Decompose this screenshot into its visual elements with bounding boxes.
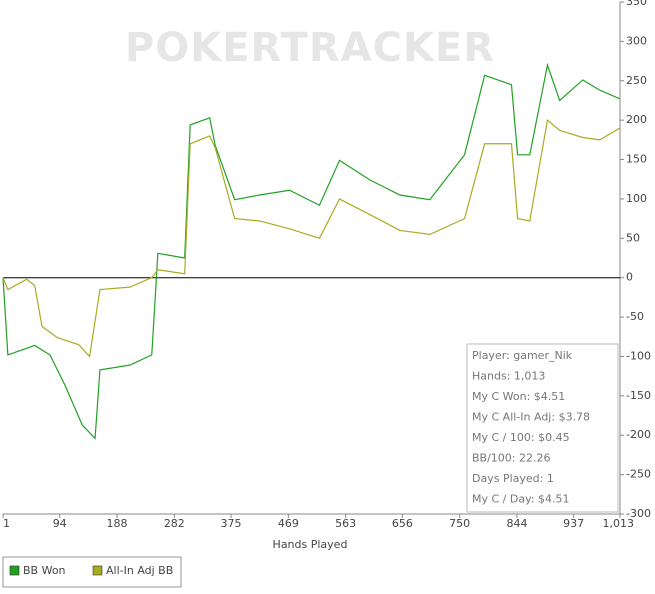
x-tick-label: 188 (107, 517, 128, 530)
x-tick-label: 282 (164, 517, 185, 530)
info-text: My C Won: $4.51 (472, 390, 565, 403)
y-tick-label: 350 (626, 0, 647, 8)
y-tick-label: 150 (626, 153, 647, 166)
x-tick-label: 1,013 (603, 517, 635, 530)
x-tick-label: 1 (3, 517, 10, 530)
y-tick-label: 250 (626, 74, 647, 87)
y-tick-label: -200 (626, 428, 651, 441)
x-tick-label: 937 (563, 517, 584, 530)
legend-swatch (9, 565, 20, 576)
x-tick-label: 656 (392, 517, 413, 530)
info-text: My C All-In Adj: $3.78 (472, 411, 590, 424)
y-tick-label: 300 (626, 34, 647, 47)
info-text: Hands: 1,013 (472, 370, 545, 383)
y-tick-label: -50 (626, 310, 644, 323)
y-tick-label: 200 (626, 113, 647, 126)
y-tick-label: 100 (626, 192, 647, 205)
info-text: Player: gamer_Nik (472, 349, 573, 362)
y-tick-label: -250 (626, 468, 651, 481)
series-line (2, 62, 621, 440)
y-tick-label: -150 (626, 389, 651, 402)
info-text: BB/100: 22.26 (472, 452, 551, 465)
y-tick-label: 0 (626, 271, 633, 284)
y-tick-label: -300 (626, 507, 651, 520)
legend-label: All-In Adj BB (106, 564, 173, 577)
x-tick-label: 844 (506, 517, 527, 530)
x-tick-label: 375 (221, 517, 242, 530)
y-tick-label: -100 (626, 349, 651, 362)
legend-label: BB Won (23, 564, 66, 577)
x-tick-label: 563 (335, 517, 356, 530)
y-tick-label: 50 (626, 231, 640, 244)
info-box (466, 343, 619, 513)
watermark: POKERTRACKER (125, 25, 495, 71)
info-text: Days Played: 1 (472, 472, 554, 485)
x-axis-label: Hands Played (273, 538, 348, 551)
x-tick-label: 94 (53, 517, 67, 530)
legend-swatch (92, 565, 103, 576)
x-tick-label: 469 (278, 517, 299, 530)
info-text: My C / Day: $4.51 (472, 493, 570, 506)
info-text: My C / 100: $0.45 (472, 431, 570, 444)
series-line (2, 119, 621, 358)
legend-box (2, 556, 182, 588)
x-tick-label: 750 (449, 517, 470, 530)
